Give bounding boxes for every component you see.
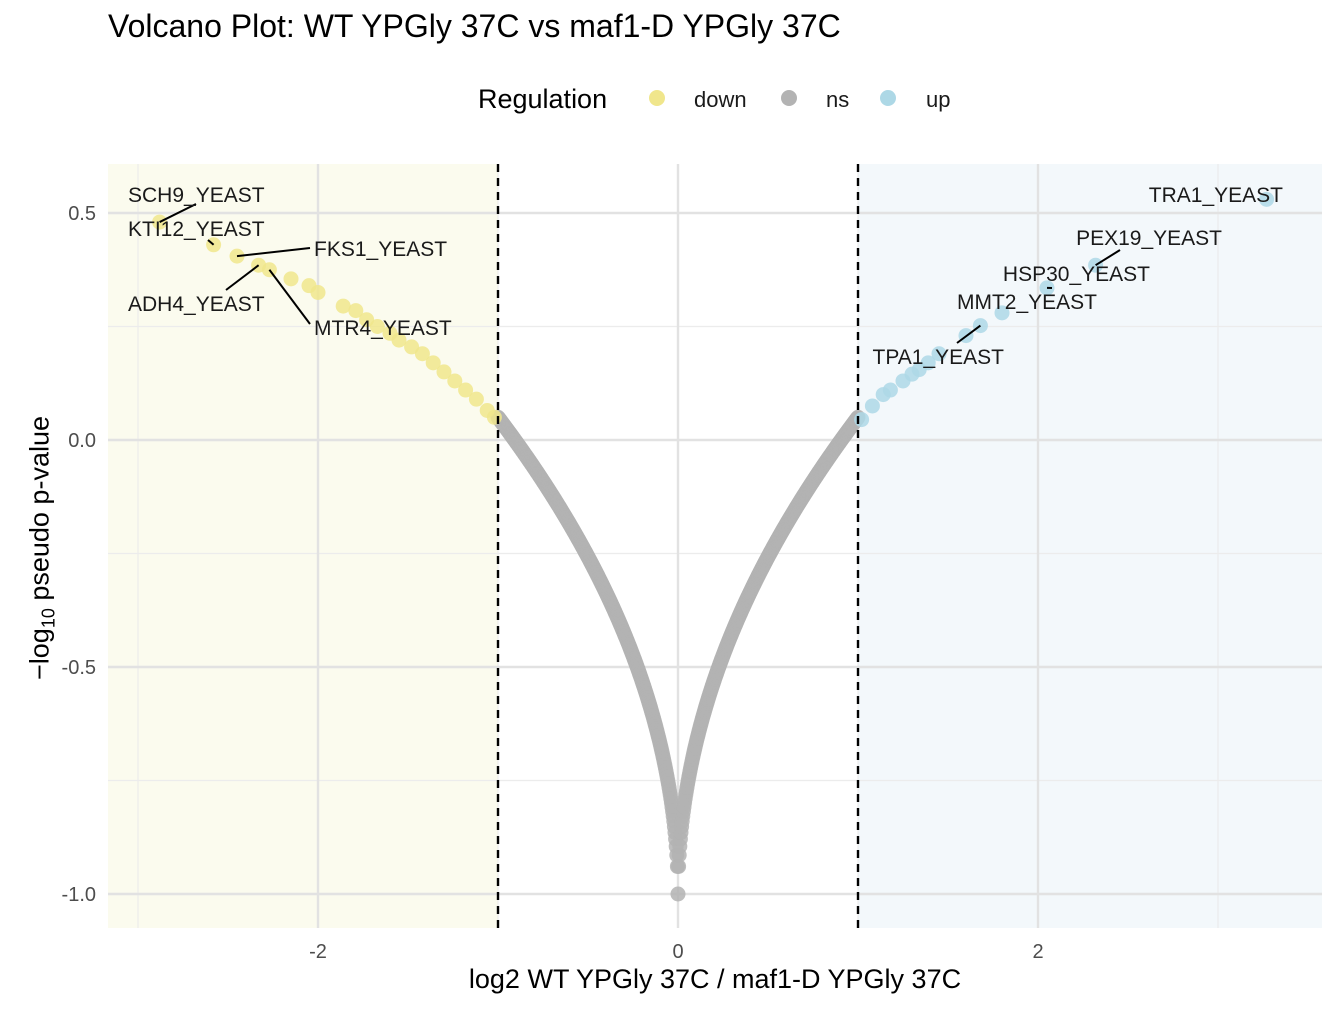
annotation-label: FKS1_YEAST [314,238,447,261]
down-point [425,355,441,371]
legend-title: Regulation [478,84,608,114]
up-point [994,305,1010,321]
y-tick-label: 0.0 [68,430,96,452]
annotation-leader-line [225,264,260,291]
annotation-leader-line [1095,249,1121,267]
down-point [391,332,407,348]
legend-label-down: down [694,87,747,112]
down-point [458,382,474,398]
y-tick-label: -0.5 [62,657,96,679]
ns-point [671,858,687,874]
annotation-label: MMT2_YEAST [957,291,1097,314]
annotation-leader-line [159,203,197,223]
up-point [882,382,898,398]
down-point [359,312,375,328]
region-up [858,164,1322,928]
legend-key-up [880,90,896,106]
down-point [310,284,326,300]
legend-key-ns [781,90,797,106]
up-point [931,346,947,362]
down-point [486,409,502,425]
down-point [447,373,463,389]
y-axis-title-base: 10 [38,608,59,629]
x-tick-label: 0 [672,941,683,963]
down-point [335,298,351,314]
annotation-label: TRA1_YEAST [1149,184,1283,207]
x-tick-label: 2 [1032,941,1043,963]
down-point [468,391,484,407]
down-point [283,271,299,287]
up-point [1259,191,1275,207]
legend: Regulation down ns up [0,82,1336,122]
y-tick-label: -1.0 [62,884,96,906]
annotation-leader-line [207,239,215,246]
y-axis-title: −log10 pseudo p-value [24,416,59,680]
legend-label-up: up [926,87,951,112]
annotation-leader-line [956,324,981,344]
region-down [108,164,498,928]
down-point [436,364,452,380]
x-tick-label: -2 [309,941,327,963]
y-tick-label: 0.5 [68,203,96,225]
annotation-label: SCH9_YEAST [128,184,265,207]
annotation-label: MTR4_YEAST [314,317,452,340]
down-point [369,319,385,334]
annotation-label: TPA1_YEAST [873,346,1005,369]
down-point [414,346,430,362]
chart-title: Volcano Plot: WT YPGly 37C vs maf1-D YPG… [108,8,841,44]
annotation-label: ADH4_YEAST [128,293,265,316]
down-point [348,303,364,319]
ns-point [670,886,686,902]
annotation-label: PEX19_YEAST [1076,227,1222,250]
down-point [404,339,420,355]
annotation-leader-line [268,269,311,325]
y-axis-title-log: −log [24,628,55,680]
legend-key-down [649,90,665,106]
up-point [864,398,880,414]
annotation-label: KTI12_YEAST [128,218,265,241]
up-point [854,412,870,428]
annotation-label: HSP30_YEAST [1003,263,1150,286]
x-axis-title: log2 WT YPGly 37C / maf1-D YPGly 37C [468,964,962,994]
annotation-leader-line [236,247,311,258]
y-axis-title-rest: pseudo p-value [24,416,55,609]
up-point [920,355,936,371]
legend-label-ns: ns [826,87,850,112]
